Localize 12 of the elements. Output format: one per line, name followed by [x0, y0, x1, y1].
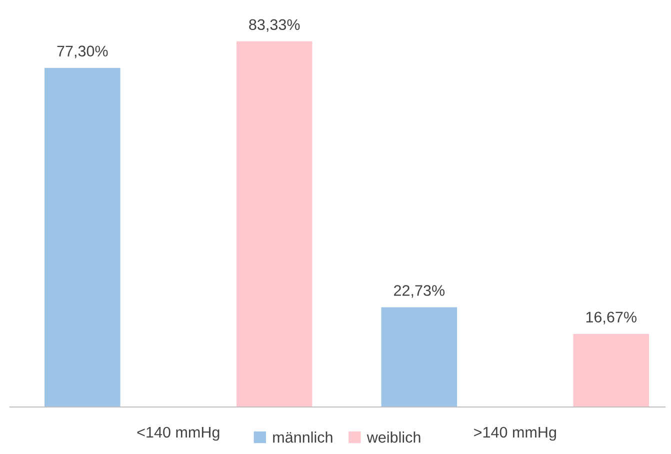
bar: [236, 41, 312, 407]
data-label: 16,67%: [586, 312, 636, 324]
legend-label: weiblich: [366, 432, 420, 443]
bar: [573, 334, 650, 407]
data-label: 83,33%: [249, 19, 300, 32]
data-label: 22,73%: [394, 285, 445, 298]
bar: [381, 307, 458, 407]
data-label: 77,30%: [57, 46, 108, 58]
legend-label: männlich: [273, 432, 332, 443]
bar: [44, 68, 120, 407]
x-tick-label: >140 mmHg: [474, 426, 556, 441]
x-tick-label: <140 mmHg: [137, 426, 220, 441]
